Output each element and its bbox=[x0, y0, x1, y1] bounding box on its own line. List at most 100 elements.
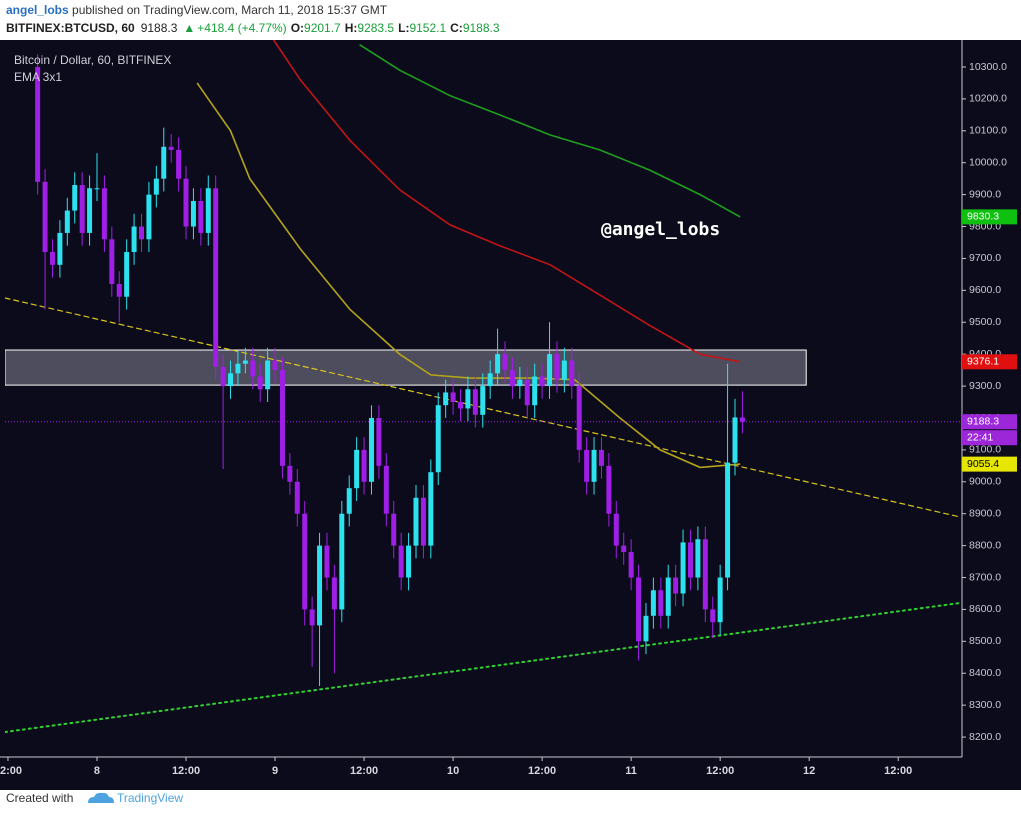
last: 9188.3 bbox=[141, 21, 178, 35]
candle-body bbox=[398, 545, 404, 578]
candle-body bbox=[242, 360, 248, 364]
ohlc-value: 9188.3 bbox=[463, 21, 500, 35]
y-tick-label: 8500.0 bbox=[969, 635, 1001, 647]
candle-body bbox=[658, 590, 664, 616]
candle-body bbox=[406, 545, 412, 578]
candle-body bbox=[198, 201, 204, 233]
candle-body bbox=[502, 354, 508, 371]
candle-body bbox=[64, 210, 70, 233]
candle-body bbox=[72, 185, 78, 211]
candle-body bbox=[532, 376, 538, 406]
indicator-name: EMA 3x1 bbox=[14, 70, 62, 84]
candle-body bbox=[161, 146, 167, 179]
current-price-label-box bbox=[962, 414, 1017, 430]
author: angel_lobs bbox=[6, 3, 69, 17]
x-tick-label: 10 bbox=[447, 765, 459, 777]
y-tick-label: 9300.0 bbox=[969, 380, 1001, 392]
x-tick-label: 12 bbox=[803, 765, 815, 777]
candle-body bbox=[443, 392, 449, 406]
ohlc-value: 9152.1 bbox=[409, 21, 446, 35]
candle-body bbox=[287, 465, 293, 482]
y-tick-label: 10300.0 bbox=[969, 61, 1007, 73]
candle-body bbox=[539, 376, 545, 387]
candle-body bbox=[710, 609, 716, 623]
candle-body bbox=[346, 488, 352, 514]
candle-body bbox=[146, 194, 152, 240]
ema-price-label: 9055.4 bbox=[967, 458, 999, 470]
candle-body bbox=[598, 449, 604, 466]
candle-body bbox=[294, 481, 300, 514]
candle-body bbox=[153, 178, 159, 195]
candle-body bbox=[339, 513, 345, 610]
chart-title: Bitcoin / Dollar, 60, BITFINEX bbox=[14, 53, 171, 67]
symbol: BITFINEX:BTCUSD, 60 bbox=[6, 21, 135, 35]
candle-body bbox=[636, 577, 642, 642]
candle-body bbox=[235, 363, 241, 374]
chart-background bbox=[0, 40, 1021, 790]
x-tick-label: 12:00 bbox=[350, 765, 378, 777]
arrow: ▲ bbox=[183, 21, 195, 35]
candle-body bbox=[702, 539, 708, 610]
candle-body bbox=[324, 545, 330, 578]
candle-body bbox=[361, 449, 367, 482]
x-tick-label: 12:00 bbox=[884, 765, 912, 777]
candle-body bbox=[569, 360, 575, 387]
candle-body bbox=[428, 472, 434, 546]
footer-text: Created with bbox=[6, 791, 73, 805]
y-tick-label: 9600.0 bbox=[969, 284, 1001, 296]
ema-line bbox=[272, 40, 741, 363]
candle-body bbox=[391, 513, 397, 546]
candle-body bbox=[317, 545, 323, 626]
ema-price-label: 9376.1 bbox=[967, 356, 999, 368]
candle-body bbox=[606, 465, 612, 514]
ohlc-value: 9201.7 bbox=[304, 21, 341, 35]
published: published on TradingView.com, March 11, … bbox=[69, 3, 388, 17]
candle-body bbox=[250, 360, 256, 377]
candle-body bbox=[472, 389, 478, 415]
candle-body bbox=[272, 360, 278, 371]
candle-body bbox=[331, 577, 337, 610]
brand-link[interactable]: TradingView bbox=[117, 791, 183, 805]
candle-body bbox=[42, 181, 48, 253]
candle-body bbox=[220, 366, 226, 387]
candle-body bbox=[139, 226, 145, 240]
y-tick-label: 8400.0 bbox=[969, 667, 1001, 679]
candle-body bbox=[524, 379, 530, 406]
y-tick-label: 10000.0 bbox=[969, 156, 1007, 168]
candle-body bbox=[695, 539, 701, 578]
candle-body bbox=[554, 354, 560, 380]
candle-body bbox=[458, 402, 464, 409]
x-tick-label: 12:00 bbox=[528, 765, 556, 777]
candle-body bbox=[183, 178, 189, 227]
candle-body bbox=[673, 577, 679, 594]
publish-line: angel_lobs published on TradingView.com,… bbox=[6, 3, 388, 17]
candle-body bbox=[717, 577, 723, 623]
y-tick-label: 10200.0 bbox=[969, 93, 1007, 105]
x-tick-label: 12:00 bbox=[172, 765, 200, 777]
ema-price-label-box bbox=[962, 209, 1017, 225]
candle-body bbox=[35, 66, 41, 182]
candle-body bbox=[265, 360, 271, 390]
candle-body bbox=[302, 513, 308, 610]
footer-bar bbox=[0, 790, 1021, 816]
candle-body bbox=[517, 379, 523, 387]
y-tick-label: 9900.0 bbox=[969, 188, 1001, 200]
candle-body bbox=[49, 252, 55, 265]
candle-body bbox=[495, 354, 501, 374]
y-tick-label: 10100.0 bbox=[969, 125, 1007, 137]
ohlc-label: O: bbox=[291, 21, 304, 35]
candle-body bbox=[509, 370, 515, 387]
candle-body bbox=[480, 386, 486, 415]
candle-body bbox=[101, 188, 107, 240]
candle-body bbox=[687, 542, 693, 578]
ohlc-label: C: bbox=[450, 21, 463, 35]
candle-body bbox=[116, 283, 122, 297]
y-tick-label: 8800.0 bbox=[969, 539, 1001, 551]
candle-body bbox=[354, 449, 360, 489]
candle-body bbox=[309, 609, 315, 626]
candle-body bbox=[124, 252, 130, 297]
brand-logo bbox=[88, 792, 114, 803]
plot-area bbox=[5, 40, 962, 733]
change: +418.4 (+4.77%) bbox=[197, 21, 286, 35]
